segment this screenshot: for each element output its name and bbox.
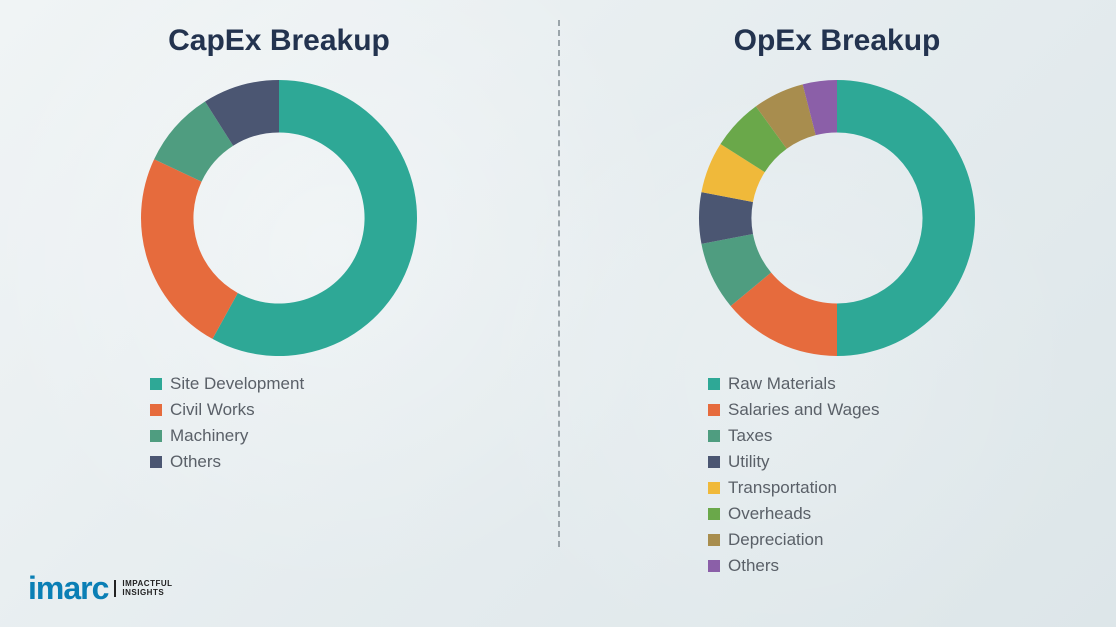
logo-tagline-line1: IMPACTFUL (122, 579, 172, 588)
opex-legend: Raw Materials Salaries and Wages Taxes Util… (708, 374, 880, 576)
capex-legend: Site Development Civil Works Machinery Othe… (150, 374, 304, 472)
legend-item: Others (708, 556, 880, 576)
capex-panel: CapEx Breakup Site Development Civil Work… (0, 0, 558, 627)
legend-item: Site Development (150, 374, 304, 394)
logo-tagline-line2: INSIGHTS (122, 588, 164, 597)
capex-title: CapEx Breakup (168, 24, 390, 58)
charts-container: CapEx Breakup Site Development Civil Work… (0, 0, 1116, 627)
legend-label: Others (728, 556, 779, 576)
legend-label: Raw Materials (728, 374, 836, 394)
legend-swatch (708, 378, 720, 390)
legend-swatch (150, 378, 162, 390)
legend-label: Utility (728, 452, 770, 472)
donut-slice (837, 80, 975, 356)
legend-item: Machinery (150, 426, 304, 446)
legend-label: Civil Works (170, 400, 255, 420)
legend-label: Transportation (728, 478, 837, 498)
opex-panel: OpEx Breakup Raw Materials Salaries and W… (558, 0, 1116, 627)
opex-title: OpEx Breakup (734, 24, 941, 58)
logo-tagline: IMPACTFUL INSIGHTS (114, 580, 172, 598)
legend-item: Others (150, 452, 304, 472)
legend-item: Overheads (708, 504, 880, 524)
opex-donut (687, 68, 987, 368)
legend-item: Raw Materials (708, 374, 880, 394)
legend-swatch (708, 560, 720, 572)
legend-item: Taxes (708, 426, 880, 446)
legend-item: Utility (708, 452, 880, 472)
legend-swatch (150, 430, 162, 442)
legend-swatch (708, 534, 720, 546)
legend-swatch (708, 430, 720, 442)
legend-label: Machinery (170, 426, 248, 446)
brand-logo: imarc IMPACTFUL INSIGHTS (28, 570, 173, 607)
legend-swatch (708, 404, 720, 416)
capex-donut (129, 68, 429, 368)
donut-slice (141, 159, 238, 339)
legend-swatch (150, 404, 162, 416)
legend-label: Site Development (170, 374, 304, 394)
legend-item: Depreciation (708, 530, 880, 550)
legend-item: Transportation (708, 478, 880, 498)
legend-swatch (708, 482, 720, 494)
legend-item: Salaries and Wages (708, 400, 880, 420)
legend-label: Taxes (728, 426, 772, 446)
legend-label: Salaries and Wages (728, 400, 880, 420)
legend-item: Civil Works (150, 400, 304, 420)
legend-label: Overheads (728, 504, 811, 524)
legend-swatch (708, 508, 720, 520)
legend-swatch (708, 456, 720, 468)
logo-wordmark: imarc (28, 570, 108, 607)
legend-swatch (150, 456, 162, 468)
legend-label: Depreciation (728, 530, 823, 550)
legend-label: Others (170, 452, 221, 472)
panel-divider (558, 20, 560, 547)
